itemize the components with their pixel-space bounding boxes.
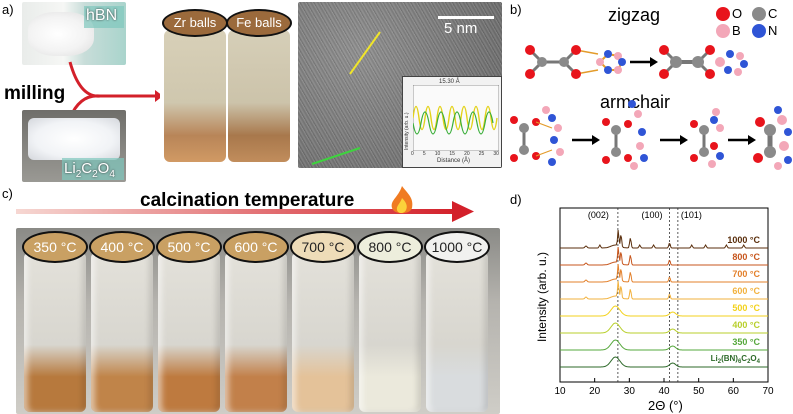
xrd-chart: 10 20 30 40 50 60 70 (002) (100) (101) 1000 °C 800 …	[554, 207, 774, 397]
calcination-temp-label-1: 400 °C	[89, 231, 155, 263]
calcination-temp-label-2: 500 °C	[156, 231, 222, 263]
calcination-jar-2	[158, 252, 220, 412]
calcination-temp-label-5: 800 °C	[357, 231, 423, 263]
zigzag-reactant	[525, 45, 626, 79]
zigzag-label: zigzag	[608, 5, 661, 25]
xrd-series-label-4: 500 °C	[732, 303, 760, 313]
xrd-xtick-label-3: 40	[658, 386, 670, 397]
xrd-ylabel: Intensity (arb. u.)	[535, 251, 549, 343]
panel-c-letter: c)	[2, 186, 13, 201]
xrd-peak-label-2: (101)	[681, 210, 702, 220]
legend-c-label: C	[768, 6, 778, 21]
armchair-step2	[602, 100, 648, 170]
legend-o-label: O	[732, 6, 743, 21]
li-label-bg	[62, 158, 124, 180]
xrd-series-label-last: Li2(BN)6C2O4	[711, 354, 761, 365]
hbn-label: hBN	[86, 7, 118, 24]
calcination-temp-label-4: 700 °C	[290, 231, 356, 263]
li-oxalate-photo: Li2C2O4	[22, 110, 126, 182]
tem-image: 5 nm 15.30 Å Intensity (arb. u.) 0 5 10 15 2…	[298, 2, 502, 168]
xrd-xtick-label-2: 30	[624, 386, 636, 397]
fe-jar	[228, 30, 290, 162]
tem-lines	[311, 31, 381, 165]
xrd-xtick-label-1: 20	[589, 386, 601, 397]
xrd-xtick-label-5: 60	[728, 386, 740, 397]
xrd-series-label-6: 350 °C	[732, 337, 760, 347]
xrd-series-0	[560, 230, 768, 249]
calcination-jar-6	[426, 252, 488, 412]
xrd-series-label-3: 600 °C	[732, 286, 760, 296]
li-oxalate-powder	[28, 118, 120, 160]
legend-n-dot	[752, 24, 766, 38]
calcination-temp-label-6: 1000 °C	[424, 231, 490, 263]
zr-jar	[164, 30, 226, 162]
legend-o-dot	[716, 7, 730, 21]
armchair-step3	[690, 108, 724, 168]
armchair-step1	[510, 106, 564, 166]
legend-b-label: B	[732, 23, 741, 38]
milling-label: milling	[4, 83, 66, 104]
calcination-jar-0	[24, 252, 86, 412]
inset-xlabel: Distance (Å)	[437, 158, 471, 164]
xrd-series-label-5: 400 °C	[732, 320, 760, 330]
xrd-series-label-2: 700 °C	[732, 269, 760, 279]
hbn-powder	[28, 12, 94, 56]
xrd-series-4	[560, 305, 768, 317]
tem-inset: 15.30 Å Intensity (arb. u.) 0 5 10 15 20 25 30…	[402, 76, 502, 168]
xrd-xtick-label-0: 10	[554, 386, 566, 397]
tem-scale-label: 5 nm	[444, 20, 478, 37]
panel-a-letter: a)	[2, 2, 14, 17]
milling-jars-photo: Zr balls Fe balls	[160, 2, 292, 162]
inset-ylabel: Intensity (arb. u.)	[404, 112, 410, 150]
calcination-temp-label-3: 600 °C	[223, 231, 289, 263]
calcination-jar-1	[91, 252, 153, 412]
xrd-peak-label-0: (002)	[588, 210, 609, 220]
hbn-photo: hBN	[22, 2, 126, 65]
xrd-series-6	[560, 339, 768, 351]
calcination-jar-3	[225, 252, 287, 412]
li-oxalate-label: Li2C2O4	[64, 160, 115, 180]
zigzag-product	[659, 45, 748, 79]
calcination-temp-label-0: 350 °C	[22, 231, 88, 263]
inset-plot	[413, 85, 499, 151]
inset-xticks: 0 5 10 15 20 25 30	[411, 151, 499, 157]
calcination-jar-5	[359, 252, 421, 412]
calcination-arrow	[16, 201, 474, 222]
xrd-xtick-label-4: 50	[693, 386, 705, 397]
inset-measure: 15.30 Å	[439, 79, 460, 85]
calcination-title: calcination temperature	[140, 190, 355, 211]
panel-d-letter: d)	[510, 192, 522, 207]
armchair-product	[753, 106, 792, 170]
xrd-series-1	[560, 247, 768, 266]
flame-icon	[391, 186, 413, 214]
calcination-jar-4	[292, 252, 354, 412]
legend-c-dot	[752, 7, 766, 21]
xrd-series-label-1: 800 °C	[732, 252, 760, 262]
xrd-xlabel: 2Θ (°)	[648, 398, 683, 413]
molecule-schemes	[510, 45, 792, 170]
xrd-series-2	[560, 264, 768, 283]
calcination-photo: 350 °C 400 °C 500 °C 600 °C 700 °C 800 °C 1000…	[16, 228, 500, 414]
legend-b-dot	[716, 24, 730, 38]
xrd-xtick-label-6: 70	[762, 386, 774, 397]
xrd-series-5	[560, 322, 768, 334]
tem-scalebar	[438, 16, 494, 19]
zr-balls-label: Zr balls	[162, 9, 228, 37]
hbn-label-bg	[84, 6, 124, 28]
xrd-series-3	[560, 281, 768, 300]
legend-n-label: N	[768, 23, 778, 38]
panel-b-letter: b)	[510, 2, 522, 17]
xrd-peak-label-1: (100)	[642, 210, 663, 220]
fe-balls-label: Fe balls	[226, 9, 292, 37]
xrd-series-7	[560, 356, 768, 368]
xrd-series-label-0: 1000 °C	[727, 235, 760, 245]
